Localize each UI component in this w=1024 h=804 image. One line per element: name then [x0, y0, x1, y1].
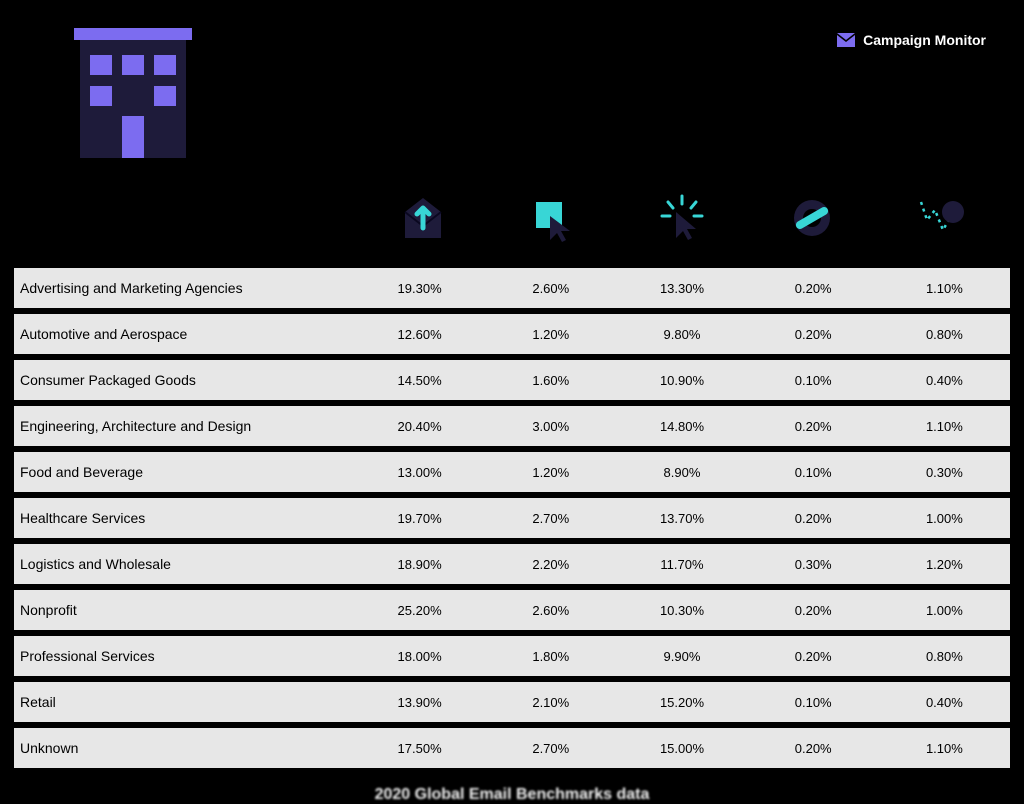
row-value: 13.70% [616, 511, 747, 526]
row-value: 11.70% [616, 557, 747, 572]
row-value: 0.80% [879, 327, 1010, 342]
table-row: Unknown17.50%2.70%15.00%0.20%1.10% [14, 728, 1010, 768]
row-value: 25.20% [354, 603, 485, 618]
row-value: 0.20% [748, 649, 879, 664]
row-value: 0.40% [879, 695, 1010, 710]
brand-envelope-icon [837, 33, 855, 47]
row-value: 0.20% [748, 511, 879, 526]
table-row: Professional Services18.00%1.80%9.90%0.2… [14, 636, 1010, 676]
row-value: 9.80% [616, 327, 747, 342]
row-value: 13.00% [354, 465, 485, 480]
table-row: Advertising and Marketing Agencies19.30%… [14, 268, 1010, 308]
row-value: 0.20% [748, 327, 879, 342]
open-envelope-icon [358, 188, 488, 248]
row-value: 2.60% [485, 603, 616, 618]
click-sparkle-icon [617, 188, 747, 248]
row-label: Nonprofit [14, 602, 354, 618]
row-value: 1.80% [485, 649, 616, 664]
row-value: 1.10% [879, 419, 1010, 434]
row-value: 10.90% [616, 373, 747, 388]
row-label: Automotive and Aerospace [14, 326, 354, 342]
cursor-square-icon [488, 188, 618, 248]
row-value: 14.80% [616, 419, 747, 434]
row-value: 1.20% [879, 557, 1010, 572]
row-value: 1.20% [485, 465, 616, 480]
table-row: Consumer Packaged Goods14.50%1.60%10.90%… [14, 360, 1010, 400]
table-row: Engineering, Architecture and Design20.4… [14, 406, 1010, 446]
row-value: 2.20% [485, 557, 616, 572]
row-value: 0.20% [748, 419, 879, 434]
row-value: 2.60% [485, 281, 616, 296]
row-label: Food and Beverage [14, 464, 354, 480]
row-label: Engineering, Architecture and Design [14, 418, 354, 434]
table-row: Food and Beverage13.00%1.20%8.90%0.10%0.… [14, 452, 1010, 492]
row-value: 0.20% [748, 741, 879, 756]
row-value: 13.30% [616, 281, 747, 296]
row-label: Logistics and Wholesale [14, 556, 354, 572]
row-value: 1.60% [485, 373, 616, 388]
row-label: Professional Services [14, 648, 354, 664]
row-value: 3.00% [485, 419, 616, 434]
row-value: 20.40% [354, 419, 485, 434]
row-value: 1.20% [485, 327, 616, 342]
row-value: 0.10% [748, 695, 879, 710]
benchmarks-table: Advertising and Marketing Agencies19.30%… [0, 268, 1024, 768]
row-value: 18.90% [354, 557, 485, 572]
row-value: 0.20% [748, 281, 879, 296]
table-row: Nonprofit25.20%2.60%10.30%0.20%1.00% [14, 590, 1010, 630]
row-value: 15.20% [616, 695, 747, 710]
row-value: 1.10% [879, 741, 1010, 756]
header: Campaign Monitor [0, 0, 1024, 158]
column-icons-row [0, 158, 1024, 268]
row-value: 1.00% [879, 511, 1010, 526]
row-value: 9.90% [616, 649, 747, 664]
row-value: 0.30% [879, 465, 1010, 480]
table-row: Retail13.90%2.10%15.20%0.10%0.40% [14, 682, 1010, 722]
footer-caption: 2020 Global Email Benchmarks data [0, 786, 1024, 804]
row-value: 0.20% [748, 603, 879, 618]
row-label: Consumer Packaged Goods [14, 372, 354, 388]
row-value: 18.00% [354, 649, 485, 664]
row-value: 0.40% [879, 373, 1010, 388]
row-value: 2.70% [485, 511, 616, 526]
row-value: 0.30% [748, 557, 879, 572]
row-value: 19.70% [354, 511, 485, 526]
no-symbol-icon [747, 188, 877, 248]
building-icon [68, 28, 198, 158]
brand-logo: Campaign Monitor [837, 32, 986, 48]
table-row: Automotive and Aerospace12.60%1.20%9.80%… [14, 314, 1010, 354]
bounce-ball-icon [876, 188, 1006, 248]
row-value: 2.10% [485, 695, 616, 710]
table-row: Healthcare Services19.70%2.70%13.70%0.20… [14, 498, 1010, 538]
row-value: 2.70% [485, 741, 616, 756]
row-value: 12.60% [354, 327, 485, 342]
row-value: 8.90% [616, 465, 747, 480]
row-value: 13.90% [354, 695, 485, 710]
row-value: 10.30% [616, 603, 747, 618]
row-value: 19.30% [354, 281, 485, 296]
row-value: 0.80% [879, 649, 1010, 664]
row-value: 0.10% [748, 373, 879, 388]
row-label: Retail [14, 694, 354, 710]
row-label: Unknown [14, 740, 354, 756]
row-label: Healthcare Services [14, 510, 354, 526]
row-value: 1.10% [879, 281, 1010, 296]
row-value: 14.50% [354, 373, 485, 388]
row-value: 15.00% [616, 741, 747, 756]
row-value: 0.10% [748, 465, 879, 480]
brand-text: Campaign Monitor [863, 32, 986, 48]
row-value: 17.50% [354, 741, 485, 756]
row-value: 1.00% [879, 603, 1010, 618]
table-row: Logistics and Wholesale18.90%2.20%11.70%… [14, 544, 1010, 584]
row-label: Advertising and Marketing Agencies [14, 280, 354, 296]
